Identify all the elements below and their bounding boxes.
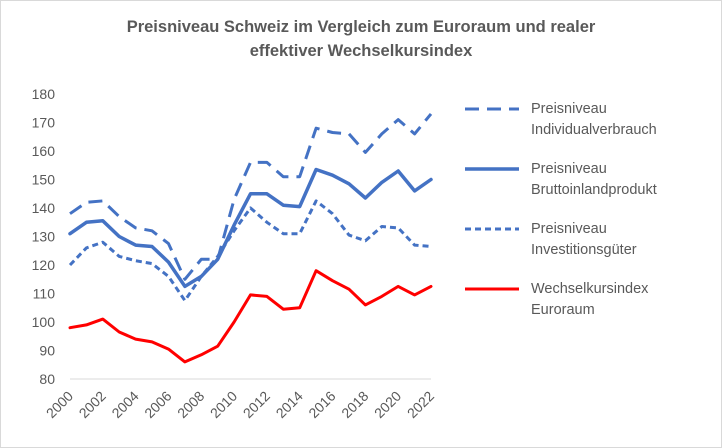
chart-title-line-1: Preisniveau Schweiz im Vergleich zum Eur… [126, 18, 596, 36]
legend-item-individualverbrauch[interactable]: Preisniveau Individualverbrauch [463, 99, 713, 159]
x-tick-label: 2008 [174, 388, 207, 421]
y-tick-label: 80 [39, 371, 55, 387]
legend-label-wechselkursindex: Wechselkursindex Euroraum [531, 279, 711, 321]
y-tick-label: 110 [33, 286, 56, 302]
legend-label-line: Euroraum [531, 302, 595, 318]
series-line-investitionsgueter [68, 199, 432, 303]
legend-label-line: Individualverbrauch [531, 122, 657, 138]
legend-label-bruttoinlandprodukt: Preisniveau Bruttoinlandprodukt [531, 159, 711, 201]
legend-swatch-investitionsgueter [465, 227, 519, 231]
x-tick-label: 2014 [273, 388, 306, 421]
legend-label-line: Preisniveau [531, 161, 607, 177]
legend-label-investitionsgueter: Preisniveau Investitionsgüter [531, 219, 711, 261]
y-tick-label: 120 [32, 257, 56, 273]
y-tick-label: 90 [39, 343, 55, 359]
y-tick-label: 100 [32, 314, 56, 330]
legend-swatch-wechselkursindex [465, 287, 519, 291]
chart-title: Preisniveau Schweiz im Vergleich zum Eur… [61, 15, 661, 63]
legend-label-line: Investitionsgüter [531, 242, 637, 258]
x-tick-label: 2006 [141, 388, 174, 421]
x-tick-label: 2004 [108, 388, 141, 421]
chart-title-line-2: effektiver Wechselkursindex [249, 42, 473, 60]
x-tick-label: 2000 [43, 388, 76, 421]
series-line-individualverbrauch [69, 112, 433, 281]
x-tick-label: 2002 [76, 388, 109, 421]
legend-swatch-individualverbrauch [465, 107, 519, 111]
x-tick-label: 2020 [371, 388, 404, 421]
y-tick-label: 150 [32, 172, 56, 188]
y-tick-label: 140 [32, 200, 56, 216]
x-tick-label: 2018 [338, 388, 371, 421]
legend-label-individualverbrauch: Preisniveau Individualverbrauch [531, 99, 711, 141]
legend-label-line: Preisniveau [531, 101, 607, 117]
legend-label-line: Wechselkursindex [531, 281, 649, 297]
y-tick-label: 130 [32, 229, 56, 245]
legend-label-line: Preisniveau [531, 221, 607, 237]
legend-label-line: Bruttoinlandprodukt [531, 182, 657, 198]
legend: Preisniveau Individualverbrauch Preisniv… [463, 99, 713, 339]
x-tick-label: 2016 [305, 388, 338, 421]
x-tick-label: 2012 [240, 388, 273, 421]
x-tick-label: 2022 [404, 388, 437, 421]
legend-item-investitionsgueter[interactable]: Preisniveau Investitionsgüter [463, 219, 713, 279]
legend-item-bruttoinlandprodukt[interactable]: Preisniveau Bruttoinlandprodukt [463, 159, 713, 219]
legend-item-wechselkursindex[interactable]: Wechselkursindex Euroraum [463, 279, 713, 339]
x-tick-label: 2010 [207, 388, 240, 421]
y-tick-label: 160 [32, 143, 56, 159]
y-tick-label: 170 [32, 115, 56, 131]
y-tick-label: 180 [32, 86, 56, 102]
series-line-wechselkursindex [68, 269, 433, 364]
series-line-bruttoinlandprodukt [68, 167, 433, 289]
legend-swatch-bruttoinlandprodukt [465, 167, 519, 171]
